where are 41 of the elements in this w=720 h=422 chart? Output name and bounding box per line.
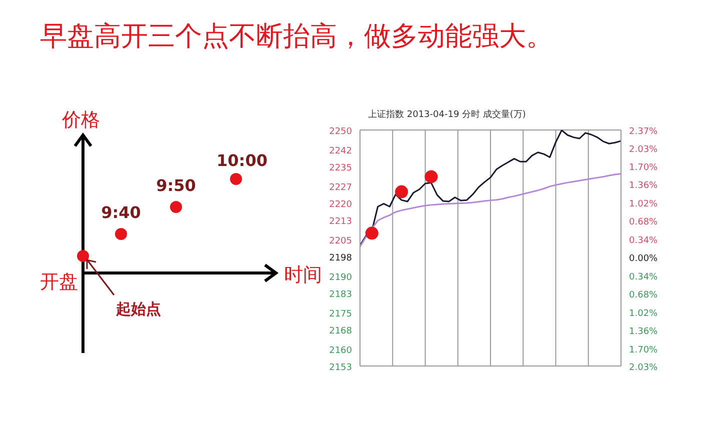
y2-tick-label: 1.36% (629, 181, 658, 192)
y2-tick-label: 2.03% (629, 145, 658, 156)
point (395, 185, 408, 198)
point (424, 170, 438, 184)
y2-tick-label: 2.03% (629, 363, 658, 373)
y-tick-label: 2198 (329, 254, 352, 264)
y-tick-label: 2235 (329, 163, 352, 174)
y-tick-label: 2190 (329, 272, 352, 283)
y-tick-label: 2205 (329, 236, 352, 246)
text: 9:40 (101, 203, 141, 222)
y2-tick-label: 1.36% (629, 327, 658, 338)
y-tick-label: 2242 (329, 146, 352, 156)
y-tick-label: 2220 (329, 200, 352, 210)
y2-tick-label: 1.02% (629, 199, 658, 210)
y2-tick-label: 0.68% (629, 218, 658, 228)
point (365, 226, 378, 240)
text: 开盘 (40, 271, 78, 293)
text: 10:00 (216, 151, 268, 170)
y2-tick-label: 0.00% (629, 254, 658, 264)
y-tick-label: 2227 (329, 182, 352, 193)
line-series (359, 173, 622, 248)
y2-tick-label: 1.70% (629, 162, 658, 173)
y2-tick-label: 0.34% (629, 236, 658, 246)
y2-tick-label: 2.37% (629, 127, 658, 137)
y-tick-label: 2183 (329, 290, 352, 300)
y-tick-label: 2160 (329, 346, 352, 356)
y2-tick-label: 1.70% (629, 345, 658, 356)
y-tick-label: 2168 (329, 326, 352, 337)
text: 早盘高开三个点不断抬高，做多动能强大。 (40, 20, 553, 54)
text: 时间 (284, 264, 322, 286)
text: 价格 (61, 109, 100, 131)
text: 9:50 (156, 176, 196, 195)
y-tick-label: 2213 (329, 217, 352, 228)
text: 起始点 (115, 300, 161, 318)
y-tick-label: 2175 (329, 309, 352, 320)
y2-tick-label: 0.34% (629, 272, 658, 282)
y2-tick-label: 1.02% (629, 308, 658, 319)
y-tick-label: 2250 (329, 127, 352, 137)
chart-title: 上证指数 2013-04-19 分时 成交量(万) (368, 108, 526, 121)
y2-tick-label: 0.68% (629, 290, 658, 301)
y-tick-label: 2153 (329, 363, 352, 373)
